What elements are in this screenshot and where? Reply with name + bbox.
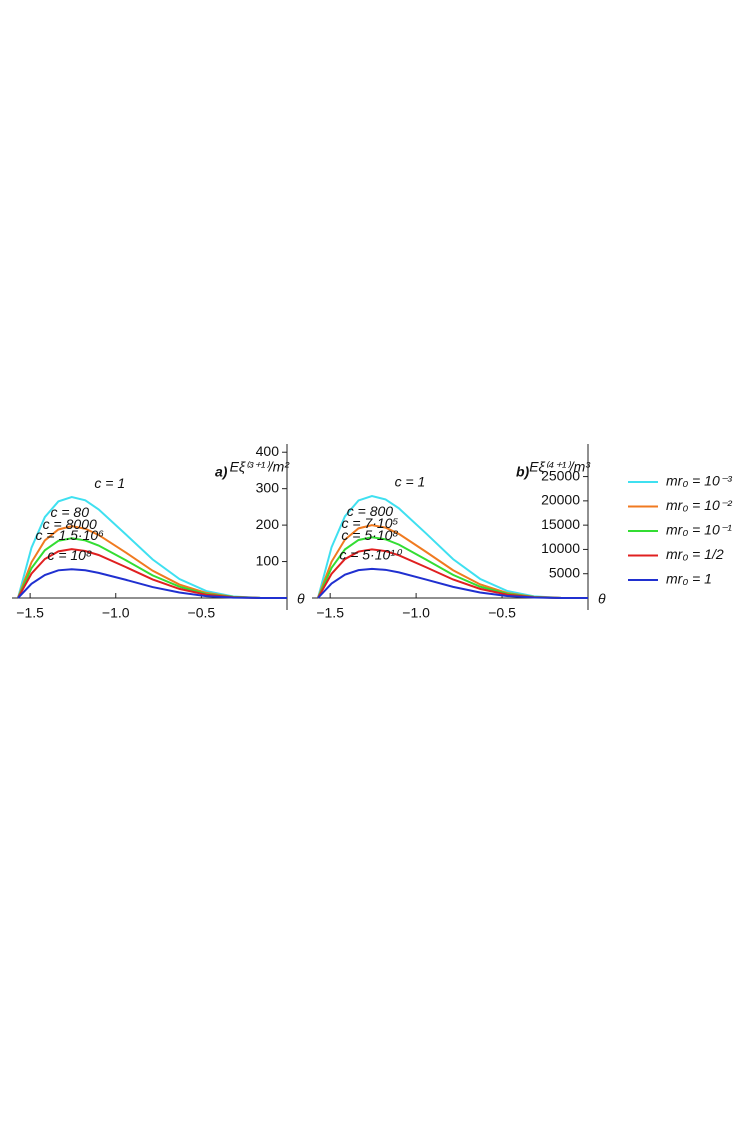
legend-label: mr₀ = 10⁻³ — [666, 473, 732, 489]
legend-label: mr₀ = 1 — [666, 571, 712, 587]
y-tick-label: 15000 — [541, 516, 580, 532]
panel-label: a) — [215, 464, 228, 480]
curve-label: c = 8000 — [43, 516, 97, 532]
curve-label: c = 80 — [50, 504, 89, 520]
y-tick-label: 100 — [256, 552, 280, 568]
curve-label: c = 10⁸ — [47, 547, 92, 563]
curve-label: c = 1 — [94, 475, 125, 491]
curve-label: c = 800 — [347, 503, 394, 519]
y-tick-label: 200 — [256, 516, 280, 532]
x-axis-label: θ — [598, 591, 606, 607]
y-tick-label: 10000 — [541, 540, 580, 556]
y-tick-label: 300 — [256, 479, 280, 495]
x-tick-label: −0.5 — [188, 605, 216, 621]
curve-label: c = 1 — [395, 474, 426, 490]
curve-label: c = 5·10⁸ — [341, 527, 398, 543]
legend-label: mr₀ = 10⁻² — [666, 497, 733, 513]
y-tick-label: 20000 — [541, 492, 580, 508]
curve-label: c = 7·10⁵ — [342, 515, 399, 531]
x-tick-label: −1.0 — [102, 605, 130, 621]
legend-label: mr₀ = 10⁻¹ — [666, 522, 732, 538]
legend-label: mr₀ = 1/2 — [666, 546, 724, 562]
x-tick-label: −0.5 — [488, 605, 516, 621]
x-tick-label: −1.5 — [16, 605, 44, 621]
curve-label: c = 1.5·10⁶ — [36, 527, 105, 543]
x-axis-label: θ — [297, 591, 305, 607]
panel-label: b) — [516, 464, 530, 480]
y-tick-label: 25000 — [541, 467, 580, 483]
curve-label: c = 5·10¹⁰ — [339, 547, 403, 563]
x-tick-label: −1.5 — [316, 605, 344, 621]
y-axis-label: Eξ⁽³⁺¹⁾/m² — [230, 459, 291, 475]
y-tick-label: 5000 — [549, 564, 580, 580]
y-tick-label: 400 — [256, 443, 280, 459]
series-line — [317, 567, 589, 599]
x-tick-label: −1.0 — [402, 605, 430, 621]
series-line — [17, 568, 288, 599]
y-axis-label: Eξ⁽⁴⁺¹⁾/m³ — [529, 459, 590, 475]
